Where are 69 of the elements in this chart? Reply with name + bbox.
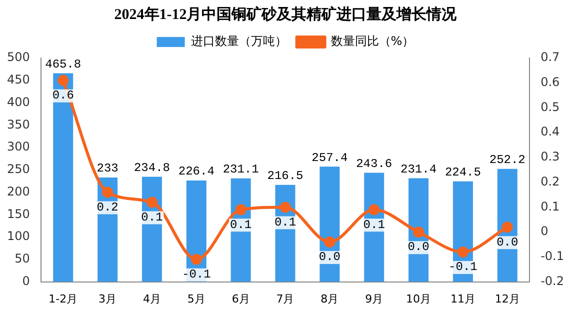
point — [58, 74, 69, 86]
data-label: 465.8 — [45, 57, 82, 72]
data-label: 231.1 — [222, 162, 259, 177]
data-label: 0.6 — [52, 88, 74, 103]
y2-tick-label: 0.4 — [540, 124, 560, 139]
x-tick-label: 11月 — [450, 292, 476, 306]
point — [502, 222, 513, 233]
data-label: 0.0 — [496, 235, 518, 250]
data-label: -0.1 — [448, 260, 478, 274]
y-tick-label: 500 — [7, 50, 30, 64]
legend-label: 进口数量（万吨） — [190, 34, 287, 48]
x-tick-label: 5月 — [187, 292, 206, 306]
x-tick-label: 9月 — [365, 292, 384, 306]
x-tick-label: 4月 — [142, 292, 161, 306]
data-label: 0.0 — [318, 250, 340, 264]
y2-tick-label: 0.3 — [540, 150, 560, 164]
point — [324, 236, 336, 248]
x-tick-label: 10月 — [406, 292, 432, 306]
legend-label: 数量同比（%） — [330, 34, 414, 48]
bar — [53, 73, 74, 282]
data-label: 257.4 — [312, 150, 348, 165]
x-tick-label: 6月 — [232, 292, 250, 306]
x-tick-label: 8月 — [320, 292, 339, 306]
data-label: 234.8 — [134, 160, 170, 175]
y-tick-label: 0 — [22, 274, 30, 288]
y-tick-label: 300 — [7, 140, 30, 154]
y-tick-label: 50 — [14, 252, 30, 266]
y-tick-label: 350 — [7, 117, 30, 132]
x-tick-label: 1-2月 — [48, 292, 78, 306]
data-label: 252.2 — [489, 153, 526, 168]
y2-tick-label: 0.2 — [540, 174, 560, 188]
x-tick-label: 12月 — [494, 292, 520, 306]
y-tick-label: 450 — [7, 72, 30, 87]
data-label: 0.1 — [363, 218, 385, 232]
y2-tick-label: 0.5 — [540, 100, 560, 114]
y-tick-label: 250 — [7, 162, 30, 176]
data-label: -0.1 — [182, 268, 211, 282]
data-label: 0.1 — [274, 215, 296, 230]
chart-title: 2024年1-12月中国铜矿砂及其精矿进口量及增长情况 — [114, 4, 458, 23]
y-tick-label: 100 — [7, 229, 30, 244]
y-tick-label: 150 — [7, 206, 30, 221]
x-tick-label: 3月 — [98, 292, 117, 306]
y2-tick-label: 0.6 — [540, 74, 560, 89]
point — [457, 246, 468, 258]
data-label: 224.5 — [444, 165, 481, 180]
point — [235, 204, 246, 216]
data-label: 243.6 — [356, 156, 392, 171]
x-tick-label: 7月 — [276, 292, 294, 306]
y-tick-label: 200 — [7, 184, 30, 198]
data-label: 0.1 — [141, 210, 163, 224]
data-label: 0.2 — [96, 200, 118, 214]
data-label: 0.0 — [408, 240, 430, 254]
point — [280, 202, 291, 213]
data-label: 226.4 — [178, 164, 214, 179]
point — [368, 204, 380, 216]
point — [102, 186, 114, 198]
point — [146, 196, 158, 208]
y2-tick-label: 0 — [540, 224, 548, 238]
y-tick-label: 400 — [7, 94, 30, 109]
data-label: 0.1 — [230, 218, 252, 232]
point — [190, 254, 202, 265]
data-label: 233 — [96, 162, 118, 176]
point — [413, 226, 424, 238]
y2-tick-label: -0.1 — [540, 249, 564, 264]
y2-tick-label: 0.7 — [540, 50, 560, 64]
data-label: 216.5 — [267, 169, 304, 184]
y2-tick-label: 0.1 — [540, 199, 560, 214]
y2-tick-label: -0.2 — [540, 274, 564, 288]
data-label: 231.4 — [400, 162, 437, 176]
